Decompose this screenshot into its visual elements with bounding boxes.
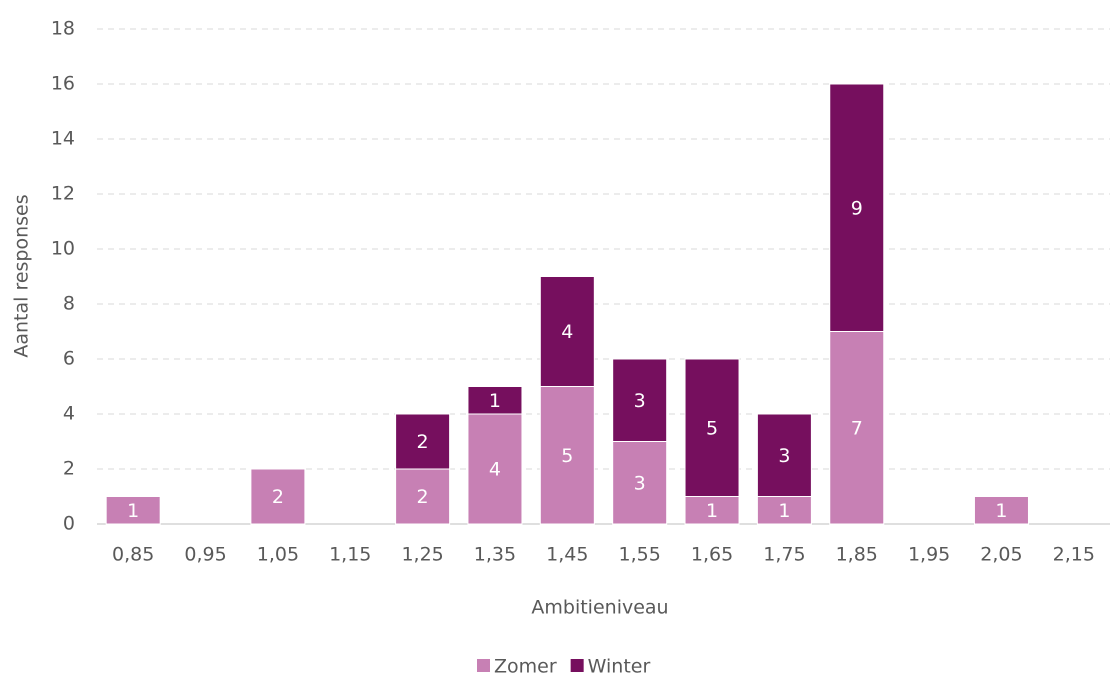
- data-label: 3: [778, 445, 790, 467]
- x-tick-label: 1,75: [763, 544, 805, 566]
- y-axis-title: Aantal responses: [11, 194, 33, 357]
- x-tick-label: 1,15: [329, 544, 371, 566]
- y-tick-label: 14: [51, 128, 75, 150]
- x-tick-label: 1,55: [619, 544, 661, 566]
- y-tick-label: 4: [63, 403, 75, 425]
- x-tick-label: 0,95: [184, 544, 226, 566]
- y-tick-label: 16: [51, 73, 75, 95]
- data-label: 5: [706, 417, 718, 439]
- x-tick-label: 1,65: [691, 544, 733, 566]
- data-label: 1: [778, 500, 790, 522]
- y-tick-label: 10: [51, 238, 75, 260]
- bar: [467, 413, 523, 525]
- legend-swatch: [477, 659, 490, 672]
- data-label: 3: [634, 472, 646, 494]
- bar: [684, 496, 740, 525]
- data-label: 2: [417, 431, 429, 453]
- data-label: 1: [706, 500, 718, 522]
- x-tick-label: 1,95: [908, 544, 950, 566]
- bar: [395, 468, 451, 525]
- x-tick-label: 1,35: [474, 544, 516, 566]
- bar: [467, 386, 523, 415]
- data-label: 2: [272, 486, 284, 508]
- data-label: 4: [489, 459, 501, 481]
- bar: [973, 496, 1029, 525]
- x-tick-label: 1,05: [257, 544, 299, 566]
- bar: [829, 83, 885, 332]
- bar: [684, 358, 740, 497]
- x-tick-label: 0,85: [112, 544, 154, 566]
- data-label: 9: [851, 197, 863, 219]
- bar: [756, 413, 812, 497]
- data-label: 1: [489, 390, 501, 412]
- data-label: 1: [995, 500, 1007, 522]
- y-tick-label: 2: [63, 458, 75, 480]
- legend-label: Zomer: [494, 656, 557, 677]
- x-tick-label: 1,45: [546, 544, 588, 566]
- legend-label: Winter: [588, 656, 651, 677]
- y-tick-label: 6: [63, 348, 75, 370]
- x-axis-title: Ambitieniveau: [531, 597, 668, 619]
- y-tick-label: 12: [51, 183, 75, 205]
- bar: [250, 468, 306, 525]
- bar: [395, 413, 451, 470]
- x-tick-label: 1,25: [401, 544, 443, 566]
- bar: [539, 386, 595, 525]
- bar: [105, 496, 161, 525]
- data-label: 7: [851, 417, 863, 439]
- data-label: 1: [127, 500, 139, 522]
- bar: [539, 276, 595, 387]
- bar: [612, 441, 668, 525]
- bar: [612, 358, 668, 442]
- data-label: 3: [634, 390, 646, 412]
- y-tick-label: 8: [63, 293, 75, 315]
- legend-swatch: [570, 659, 584, 672]
- x-tick-label: 1,85: [836, 544, 878, 566]
- bar: [829, 331, 885, 525]
- y-tick-label: 18: [51, 18, 75, 40]
- data-label: 2: [417, 486, 429, 508]
- x-tick-label: 2,05: [980, 544, 1022, 566]
- y-tick-label: 0: [63, 513, 75, 535]
- x-tick-label: 2,15: [1053, 544, 1095, 566]
- data-label: 5: [561, 445, 573, 467]
- data-label: 4: [561, 321, 573, 343]
- bar: [756, 496, 812, 525]
